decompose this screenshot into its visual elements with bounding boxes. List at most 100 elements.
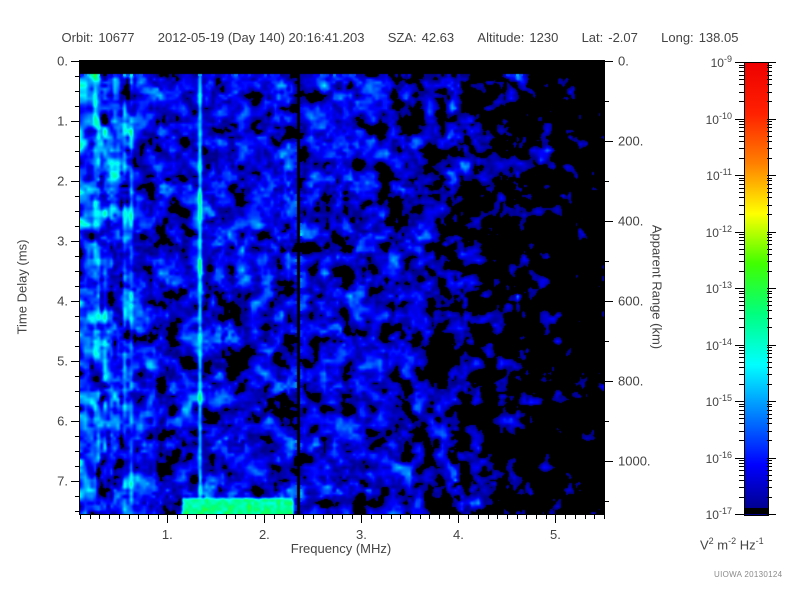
colorbar-tick-minor <box>767 253 772 255</box>
y2-tick-major <box>604 461 613 462</box>
y-tick-minor <box>75 331 80 332</box>
y2-tick-major <box>604 61 613 62</box>
colorbar-tick-minor <box>739 197 744 199</box>
y-tick-major <box>71 481 80 482</box>
x-tick-major <box>264 514 266 523</box>
colorbar-tick-minor <box>739 440 744 442</box>
y-tick-minor <box>75 496 80 497</box>
orbit-label: Orbit: <box>61 30 94 45</box>
colorbar-tick-minor <box>767 131 772 133</box>
y-tick-minor <box>75 466 80 467</box>
colorbar-tick-major <box>767 401 776 402</box>
x-tick-minor <box>390 514 392 519</box>
y-tick-major <box>71 241 80 242</box>
x-tick-minor <box>342 514 343 519</box>
x-tick-minor <box>419 514 421 519</box>
x-tick-minor <box>371 514 373 519</box>
colorbar-tick-minor <box>739 74 744 76</box>
colorbar-tick-major <box>767 344 776 346</box>
y-tick-label: 6. <box>57 413 68 429</box>
x-tick-minor <box>545 514 547 519</box>
x-tick-minor <box>526 514 528 519</box>
colorbar-tick-minor <box>767 305 772 306</box>
x-tick-minor <box>99 514 101 519</box>
colorbar-tick-minor <box>739 177 744 179</box>
x-tick-minor <box>254 514 256 519</box>
colorbar-tick-minor <box>767 430 772 432</box>
y-tick-minor <box>75 391 80 392</box>
colorbar-tick-minor <box>767 466 772 468</box>
colorbar-tick-minor <box>767 440 772 442</box>
colorbar-tick-minor <box>767 261 772 263</box>
colorbar-tick-minor <box>767 70 772 72</box>
x-tick-minor <box>332 514 334 519</box>
x-axis-title-frequency: Frequency (MHz) <box>290 541 392 556</box>
colorbar-tick-minor <box>767 64 772 66</box>
unit-volt: V <box>700 537 709 553</box>
x-tick-label: 1. <box>161 527 173 542</box>
colorbar-tick-major <box>767 288 776 289</box>
x-tick-label: 4. <box>453 527 464 542</box>
x-tick-major <box>555 514 557 523</box>
colorbar-tick-minor <box>739 234 744 236</box>
colorbar-tick-minor <box>739 253 744 255</box>
colorbar-tick-minor <box>767 349 772 351</box>
colorbar-tick-major <box>735 514 744 515</box>
colorbar-tick-minor <box>767 383 772 385</box>
y-axis-title-apparent-range: Apparent Range (km) <box>649 224 665 350</box>
y-tick-minor <box>75 316 80 317</box>
colorbar-tick-minor <box>739 187 744 189</box>
colorbar-tick-minor <box>739 183 744 185</box>
colorbar-tick-minor <box>739 192 744 193</box>
colorbar-tick-minor <box>739 180 744 182</box>
colorbar-tick-minor <box>739 327 744 329</box>
y2-tick-minor <box>604 261 609 262</box>
y-tick-minor <box>75 346 80 347</box>
colorbar-tick-minor <box>767 91 772 93</box>
colorbar-tick-minor <box>767 403 772 405</box>
y-tick-label: 3. <box>57 233 68 249</box>
x-tick-minor <box>400 514 402 519</box>
x-tick-minor <box>235 514 237 519</box>
colorbar-tick-minor <box>767 353 772 355</box>
colorbar-tick-minor <box>767 127 772 129</box>
colorbar-tick-minor <box>739 496 744 498</box>
ionogram-plot-area <box>79 60 605 515</box>
colorbar-tick-major <box>735 288 744 289</box>
unit-volt-exp: 2 <box>708 536 714 546</box>
colorbar-tick-minor <box>767 177 772 179</box>
x-tick-minor <box>477 514 479 519</box>
x-tick-minor <box>409 514 411 519</box>
colorbar-tick-minor <box>767 327 772 329</box>
unit-meter-exp: -2 <box>728 536 737 546</box>
colorbar-tick-minor <box>739 374 744 376</box>
colorbar-tick-minor <box>739 403 744 405</box>
x-tick-minor <box>109 514 111 519</box>
colorbar-tick-major <box>767 118 776 120</box>
x-tick-minor <box>186 514 188 519</box>
header-metadata: Orbit: 10677 2012-05-19 (Day 140) 20:16:4… <box>0 30 800 45</box>
x-tick-minor <box>487 514 489 519</box>
y-tick-minor <box>75 151 80 152</box>
colorbar-tick-minor <box>739 357 744 359</box>
x-tick-minor <box>584 514 586 519</box>
colorbar-tick-minor <box>767 470 772 472</box>
y2-tick-label: 800. <box>618 373 644 389</box>
colorbar-tick-minor <box>767 204 772 206</box>
colorbar-tick-minor <box>767 214 772 216</box>
y-tick-major <box>71 121 80 122</box>
x-tick-minor <box>206 514 208 519</box>
colorbar-tick-minor <box>739 261 744 263</box>
lat-label: Lat: <box>581 30 604 45</box>
x-tick-minor <box>536 514 538 519</box>
x-tick-minor <box>89 514 91 519</box>
colorbar-tick-minor <box>767 361 772 363</box>
y-tick-minor <box>75 376 80 377</box>
colorbar-tick-minor <box>767 357 772 359</box>
x-tick-minor <box>274 514 276 519</box>
colorbar-tick-minor <box>767 409 772 411</box>
y-tick-label: 5. <box>57 353 68 369</box>
y-tick-minor <box>75 226 80 227</box>
datetime-value: 2012-05-19 (Day 140) 20:16:41.203 <box>157 30 365 45</box>
x-tick-minor <box>283 514 285 519</box>
